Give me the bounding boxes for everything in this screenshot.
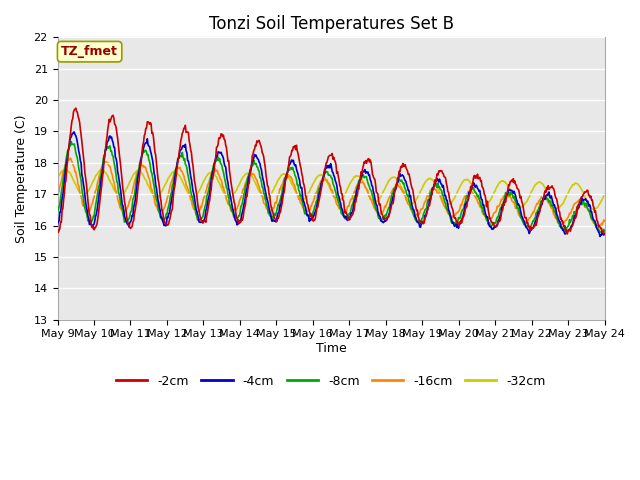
Legend: -2cm, -4cm, -8cm, -16cm, -32cm: -2cm, -4cm, -8cm, -16cm, -32cm bbox=[111, 370, 551, 393]
X-axis label: Time: Time bbox=[316, 342, 346, 355]
Title: Tonzi Soil Temperatures Set B: Tonzi Soil Temperatures Set B bbox=[209, 15, 454, 33]
Text: TZ_fmet: TZ_fmet bbox=[61, 45, 118, 58]
Y-axis label: Soil Temperature (C): Soil Temperature (C) bbox=[15, 114, 28, 243]
